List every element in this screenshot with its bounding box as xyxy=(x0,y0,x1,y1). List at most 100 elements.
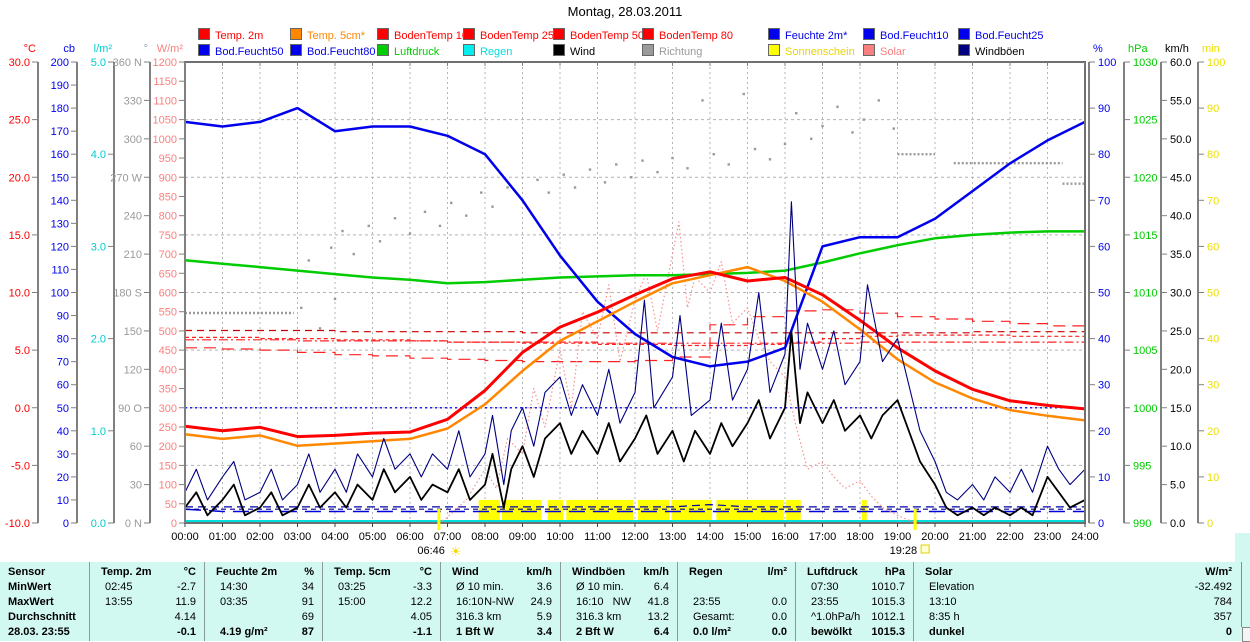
row-label-minwert: MinWert xyxy=(0,580,89,595)
svg-text:20.0: 20.0 xyxy=(1170,364,1191,376)
svg-text:2.0: 2.0 xyxy=(91,334,106,346)
svg-text:35.0: 35.0 xyxy=(1170,249,1191,261)
column-name: Feuchte 2m xyxy=(216,566,278,578)
table-cell: 316.3 km 5.9 xyxy=(440,610,560,625)
svg-text:160: 160 xyxy=(51,149,69,161)
legend-swatch xyxy=(863,28,875,40)
legend-label: Temp. 5cm* xyxy=(307,30,366,42)
cell-direction: N-NW xyxy=(484,596,514,608)
table-cell: -1.1 xyxy=(322,625,440,640)
series-temp-2m xyxy=(184,270,1086,439)
legend-swatch xyxy=(768,28,780,40)
cell-time: 2 Bft W xyxy=(576,626,614,638)
cell-value: 1010.7 xyxy=(871,581,905,593)
svg-text:km/h: km/h xyxy=(1165,43,1189,55)
cell-value: 0.0 xyxy=(771,611,787,623)
legend-item-temp-5cm-: Temp. 5cm* xyxy=(290,28,366,42)
table-column-separator xyxy=(204,562,205,641)
table-header-sensor: Sensor xyxy=(0,565,89,580)
svg-text:330: 330 xyxy=(124,95,142,107)
series-windb-en xyxy=(184,201,1086,501)
legend-item-feuchte-2m-: Feuchte 2m* xyxy=(768,28,847,42)
svg-text:03:00: 03:00 xyxy=(284,531,312,543)
series-feuchte-2m xyxy=(184,106,1086,368)
table-cell: 07:30 1010.7 xyxy=(795,580,913,595)
svg-text:200: 200 xyxy=(51,57,69,69)
svg-text:50: 50 xyxy=(1098,288,1110,300)
right-side-panel xyxy=(1235,533,1250,641)
svg-text:1030: 1030 xyxy=(1133,57,1157,69)
legend-item-bod-feucht10: Bod.Feucht10 xyxy=(863,28,949,42)
table-cell: 2 Bft W 6.4 xyxy=(560,625,677,640)
column-unit: °C xyxy=(419,566,432,578)
legend-swatch xyxy=(463,44,475,56)
svg-text:120: 120 xyxy=(124,364,142,376)
svg-text:600: 600 xyxy=(159,288,177,300)
svg-text:1010: 1010 xyxy=(1133,288,1157,300)
legend-swatch xyxy=(290,44,302,56)
row-label-text: MinWert xyxy=(8,581,52,593)
cell-time: 13:10 xyxy=(929,596,957,608)
legend-label: Bod.Feucht25 xyxy=(975,30,1044,42)
cell-time: 16:10 xyxy=(576,596,604,608)
cell-time: 03:35 xyxy=(220,596,248,608)
window-divider xyxy=(1241,562,1242,627)
column-unit: °C xyxy=(183,566,196,578)
svg-text:%: % xyxy=(1093,43,1103,55)
svg-text:1150: 1150 xyxy=(153,76,177,88)
svg-text:300: 300 xyxy=(159,403,177,415)
axis-: °360 N 330 300 270 W 240 210 180 S 150 120 90 O 60… xyxy=(110,43,151,530)
svg-text:10.0: 10.0 xyxy=(9,288,30,300)
series-bod-feucht10 xyxy=(184,508,1085,513)
svg-text:0: 0 xyxy=(1098,518,1104,530)
svg-text:990: 990 xyxy=(1133,518,1151,530)
table-cell: 23:55 0.0 xyxy=(677,595,795,610)
table-header-regen: Regen l/m² xyxy=(677,565,795,580)
svg-text:4.0: 4.0 xyxy=(91,149,106,161)
legend-item-sonnenschein: Sonnenschein xyxy=(768,44,855,58)
cell-value: 69 xyxy=(301,611,314,623)
cell-time: dunkel xyxy=(929,626,965,638)
cell-time: 1 Bft W xyxy=(456,626,494,638)
table-cell: Elevation -32.492 xyxy=(913,580,1240,595)
svg-text:50: 50 xyxy=(1207,288,1219,300)
cell-value: 12.2 xyxy=(410,596,432,608)
svg-text:90: 90 xyxy=(1207,103,1219,115)
stats-table: Sensor Temp. 2m °C Feuchte 2m% Temp. 5cm °C Wi… xyxy=(0,562,1250,641)
cell-value: 91 xyxy=(301,596,314,608)
svg-text:1000: 1000 xyxy=(153,134,177,146)
svg-text:20: 20 xyxy=(1098,426,1110,438)
cell-time: Ø 10 min. xyxy=(456,581,504,593)
svg-text:45.0: 45.0 xyxy=(1170,172,1191,184)
svg-text:06:00: 06:00 xyxy=(396,531,424,543)
legend-label: Bod.Feucht10 xyxy=(880,30,949,42)
legend-label: Windböen xyxy=(975,46,1025,58)
table-cell: 69 xyxy=(204,610,322,625)
cell-time: 0.0 l/m² xyxy=(693,626,731,638)
cell-time: Elevation xyxy=(929,581,975,593)
cell-value: 5.9 xyxy=(536,611,552,623)
svg-text:180 S: 180 S xyxy=(113,288,142,300)
row-label-text: MaxWert xyxy=(8,596,54,608)
series-bod-feucht50 xyxy=(185,504,1085,508)
legend-label: BodenTemp 25 xyxy=(480,30,554,42)
cell-value: 13.2 xyxy=(647,611,669,623)
svg-text:120: 120 xyxy=(51,241,69,253)
table-cell: 13:10 784 xyxy=(913,595,1240,610)
column-unit: W/m² xyxy=(1205,566,1232,578)
svg-text:450: 450 xyxy=(159,345,177,357)
cell-value: -0.1 xyxy=(177,626,196,638)
svg-text:350: 350 xyxy=(159,384,177,396)
svg-text:0: 0 xyxy=(1207,518,1213,530)
resize-grip[interactable] xyxy=(1242,627,1250,642)
column-name: Regen xyxy=(689,566,723,578)
table-column-separator xyxy=(560,562,561,641)
legend-swatch xyxy=(553,44,565,56)
legend-label: Solar xyxy=(880,46,906,58)
svg-text:hPa: hPa xyxy=(1128,43,1148,55)
svg-text:1025: 1025 xyxy=(1133,115,1157,127)
table-cell: 1 Bft W 3.4 xyxy=(440,625,560,640)
legend-swatch xyxy=(642,28,654,40)
cell-value: 34 xyxy=(301,581,314,593)
